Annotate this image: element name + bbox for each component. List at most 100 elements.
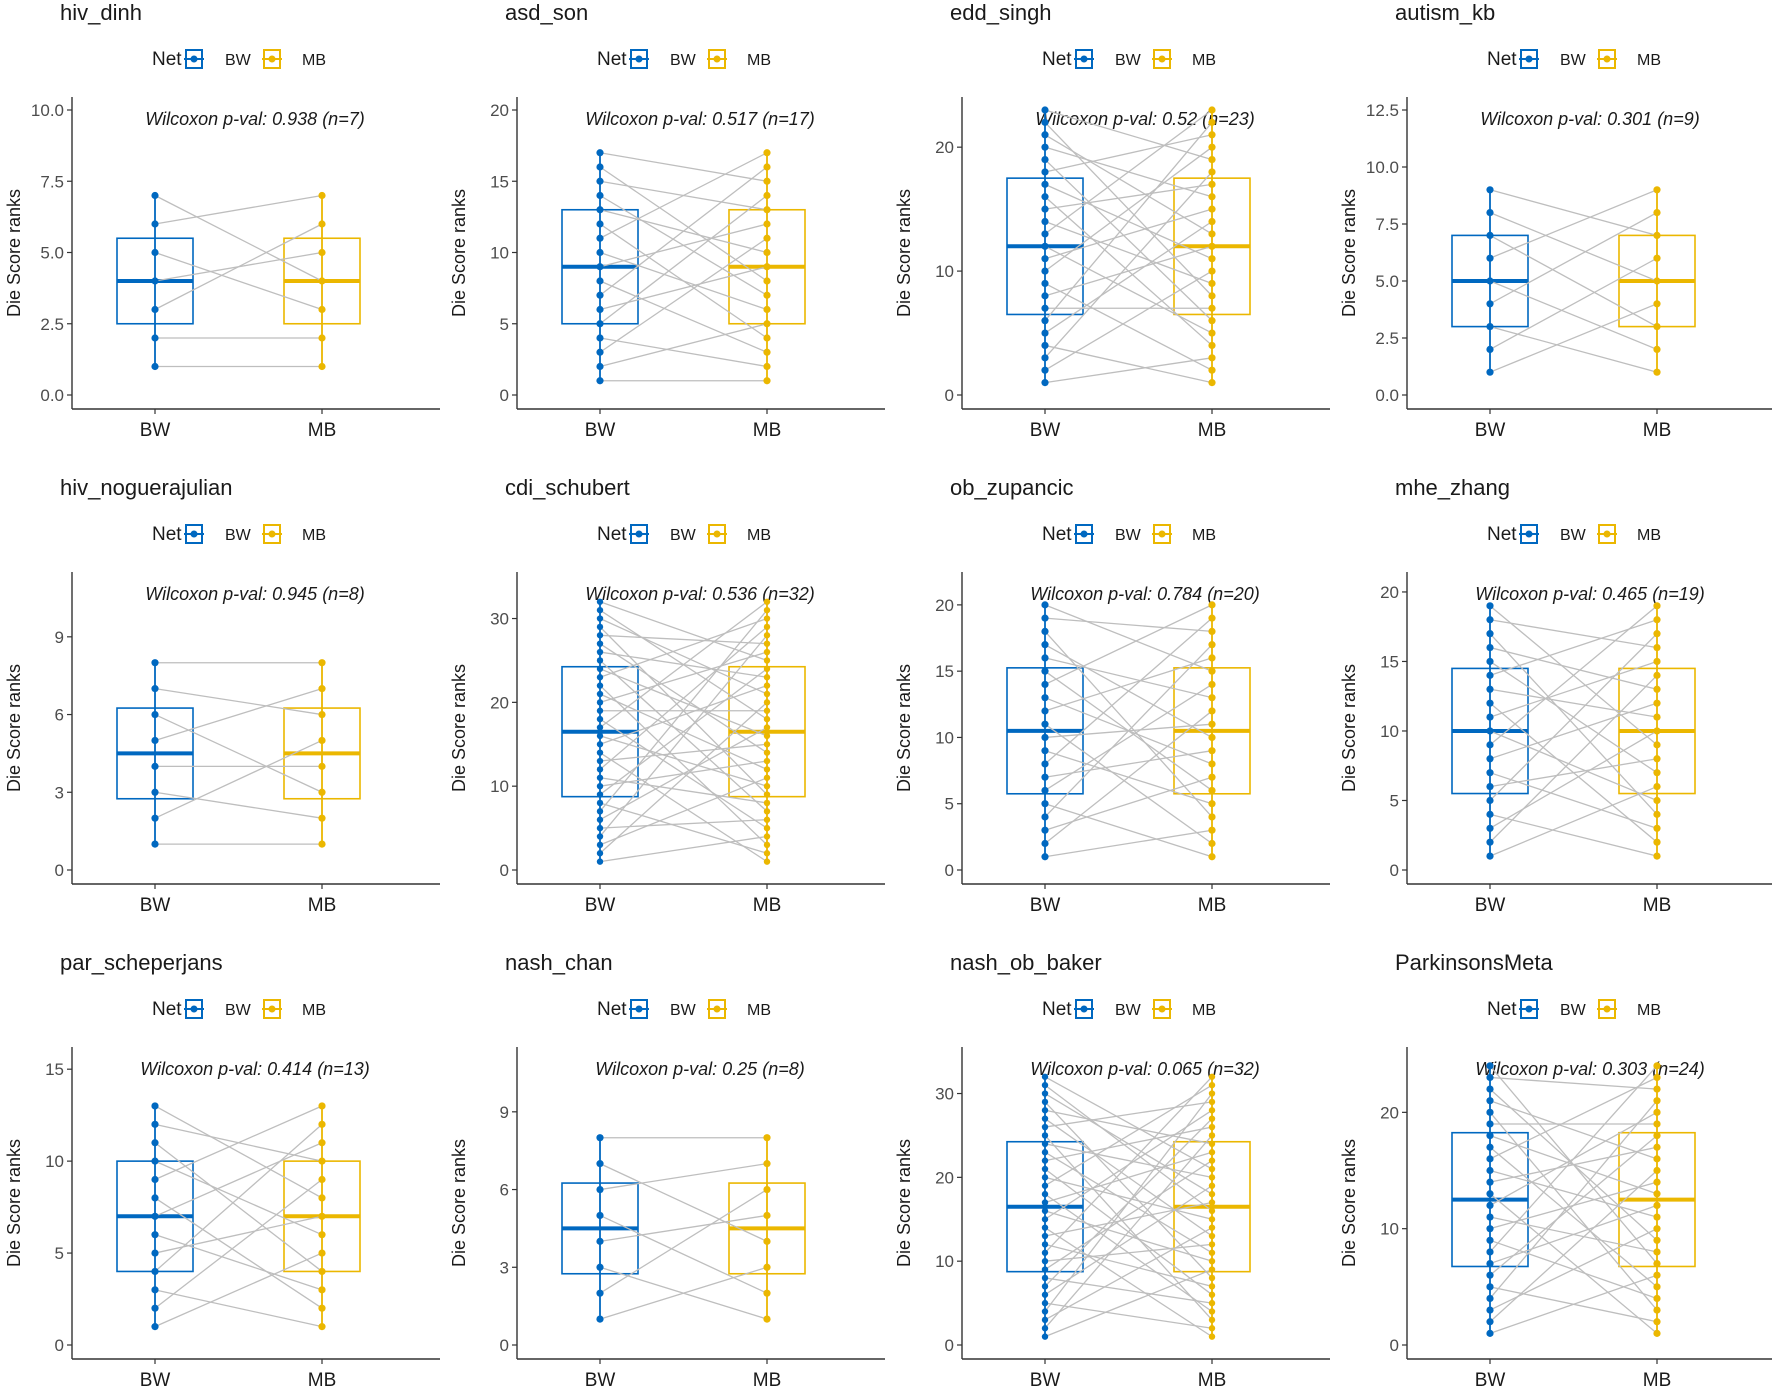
point-mb xyxy=(318,710,326,719)
pair-line xyxy=(1489,730,1658,829)
point-bw xyxy=(151,362,159,371)
point-bw xyxy=(1486,231,1494,239)
point-mb xyxy=(1653,713,1661,721)
legend-key-box xyxy=(1153,999,1171,1019)
point-mb xyxy=(763,632,771,639)
y-axis-label: Die Score ranks xyxy=(449,664,469,792)
point-bw xyxy=(1486,1155,1494,1163)
pair-line xyxy=(154,1123,323,1162)
legend-title: Net xyxy=(152,999,182,1020)
point-bw xyxy=(1041,680,1049,689)
y-tick-label: 12.5 xyxy=(1366,101,1399,120)
pair-line xyxy=(599,752,768,863)
legend-key-box xyxy=(263,524,281,544)
point-mb xyxy=(318,814,326,822)
point-bw xyxy=(596,220,604,228)
legend-key-bw xyxy=(1519,524,1539,544)
pair-line xyxy=(599,626,768,796)
pair-line xyxy=(1044,171,1213,359)
point-bw xyxy=(151,1267,159,1276)
point-mb xyxy=(1653,796,1661,805)
x-tick-label: BW xyxy=(1030,420,1061,441)
point-mb xyxy=(1208,1090,1216,1097)
pair-line xyxy=(1489,1169,1658,1218)
point-bw xyxy=(1041,1199,1049,1206)
point-bw xyxy=(1486,685,1494,693)
point-mb xyxy=(1208,1174,1216,1181)
point-mb xyxy=(763,808,771,815)
point-mb xyxy=(1653,1085,1661,1093)
panel-title: hiv_dinh xyxy=(60,0,142,25)
point-mb xyxy=(1208,329,1216,337)
point-bw xyxy=(1041,1308,1049,1315)
point-bw xyxy=(596,699,604,706)
point-mb xyxy=(1208,1232,1216,1240)
point-mb xyxy=(318,1102,326,1110)
point-bw xyxy=(1041,1207,1049,1215)
point-bw xyxy=(1041,641,1049,649)
point-mb xyxy=(1208,601,1216,609)
point-mb xyxy=(763,715,771,723)
point-bw xyxy=(1041,1283,1049,1290)
legend-key-dot xyxy=(1525,55,1533,63)
legend-label-mb: MB xyxy=(302,1002,326,1019)
pair-line xyxy=(154,688,323,742)
point-bw xyxy=(1041,106,1049,114)
pair-line xyxy=(1489,660,1658,774)
point-mb xyxy=(1208,1199,1216,1206)
pair-line xyxy=(1044,1277,1213,1304)
pair-line xyxy=(1044,1135,1213,1321)
point-mb xyxy=(1208,720,1216,728)
panel-ob_zupancic: ob_zupancic Net BW MB 0 5 10 15 20 BW MB Die Score … xyxy=(894,475,1330,916)
point-bw xyxy=(596,348,604,356)
point-mb xyxy=(1208,813,1216,821)
legend-key-mb xyxy=(262,524,282,544)
pair-line xyxy=(599,668,768,737)
legend-key-box xyxy=(263,49,281,69)
legend-title: Net xyxy=(1487,49,1517,70)
point-bw xyxy=(596,149,604,157)
y-axis-label: Die Score ranks xyxy=(1339,664,1359,792)
wilcoxon-annotation: Wilcoxon p-val: 0.536 (n=32) xyxy=(585,584,814,604)
pair-line xyxy=(154,194,323,282)
legend: Net BW MB xyxy=(1487,999,1661,1020)
y-tick-label: 5.0 xyxy=(40,244,64,263)
point-mb xyxy=(1208,853,1216,861)
point-mb xyxy=(763,277,771,285)
point-mb xyxy=(1208,641,1216,649)
pair-line xyxy=(154,1289,323,1328)
pair-line xyxy=(1044,183,1213,260)
point-mb xyxy=(763,766,771,773)
pair-line xyxy=(1489,1239,1658,1300)
y-tick-label: 0 xyxy=(945,386,954,405)
pair-line xyxy=(154,1179,323,1309)
y-tick-label: 30 xyxy=(935,1085,954,1104)
y-tick-label: 15 xyxy=(935,662,954,681)
x-tick-label: MB xyxy=(1643,1370,1672,1386)
y-tick-label: 10 xyxy=(935,262,954,281)
point-bw xyxy=(1486,1178,1494,1186)
point-bw xyxy=(1486,1062,1494,1070)
point-mb xyxy=(318,191,326,200)
point-mb xyxy=(1208,1274,1216,1282)
y-tick-label: 0 xyxy=(500,386,509,405)
pair-line xyxy=(154,1215,323,1254)
point-bw xyxy=(596,741,604,748)
y-tick-label: 0 xyxy=(500,1336,509,1355)
wilcoxon-annotation: Wilcoxon p-val: 0.25 (n=8) xyxy=(595,1059,804,1079)
pair-line xyxy=(1489,1146,1658,1288)
panel-title: autism_kb xyxy=(1395,0,1495,25)
point-mb xyxy=(763,163,771,171)
point-bw xyxy=(1486,643,1494,652)
point-mb xyxy=(318,840,326,848)
legend: Net BW MB xyxy=(152,49,326,70)
point-bw xyxy=(1486,345,1494,353)
pair-line xyxy=(1489,1065,1658,1264)
point-bw xyxy=(596,191,604,200)
panel-title: cdi_schubert xyxy=(505,475,630,500)
pair-line xyxy=(154,791,323,819)
legend-label-mb: MB xyxy=(747,527,771,544)
point-bw xyxy=(1486,1236,1494,1244)
pair-line xyxy=(1489,1100,1658,1299)
point-mb xyxy=(763,1185,771,1194)
